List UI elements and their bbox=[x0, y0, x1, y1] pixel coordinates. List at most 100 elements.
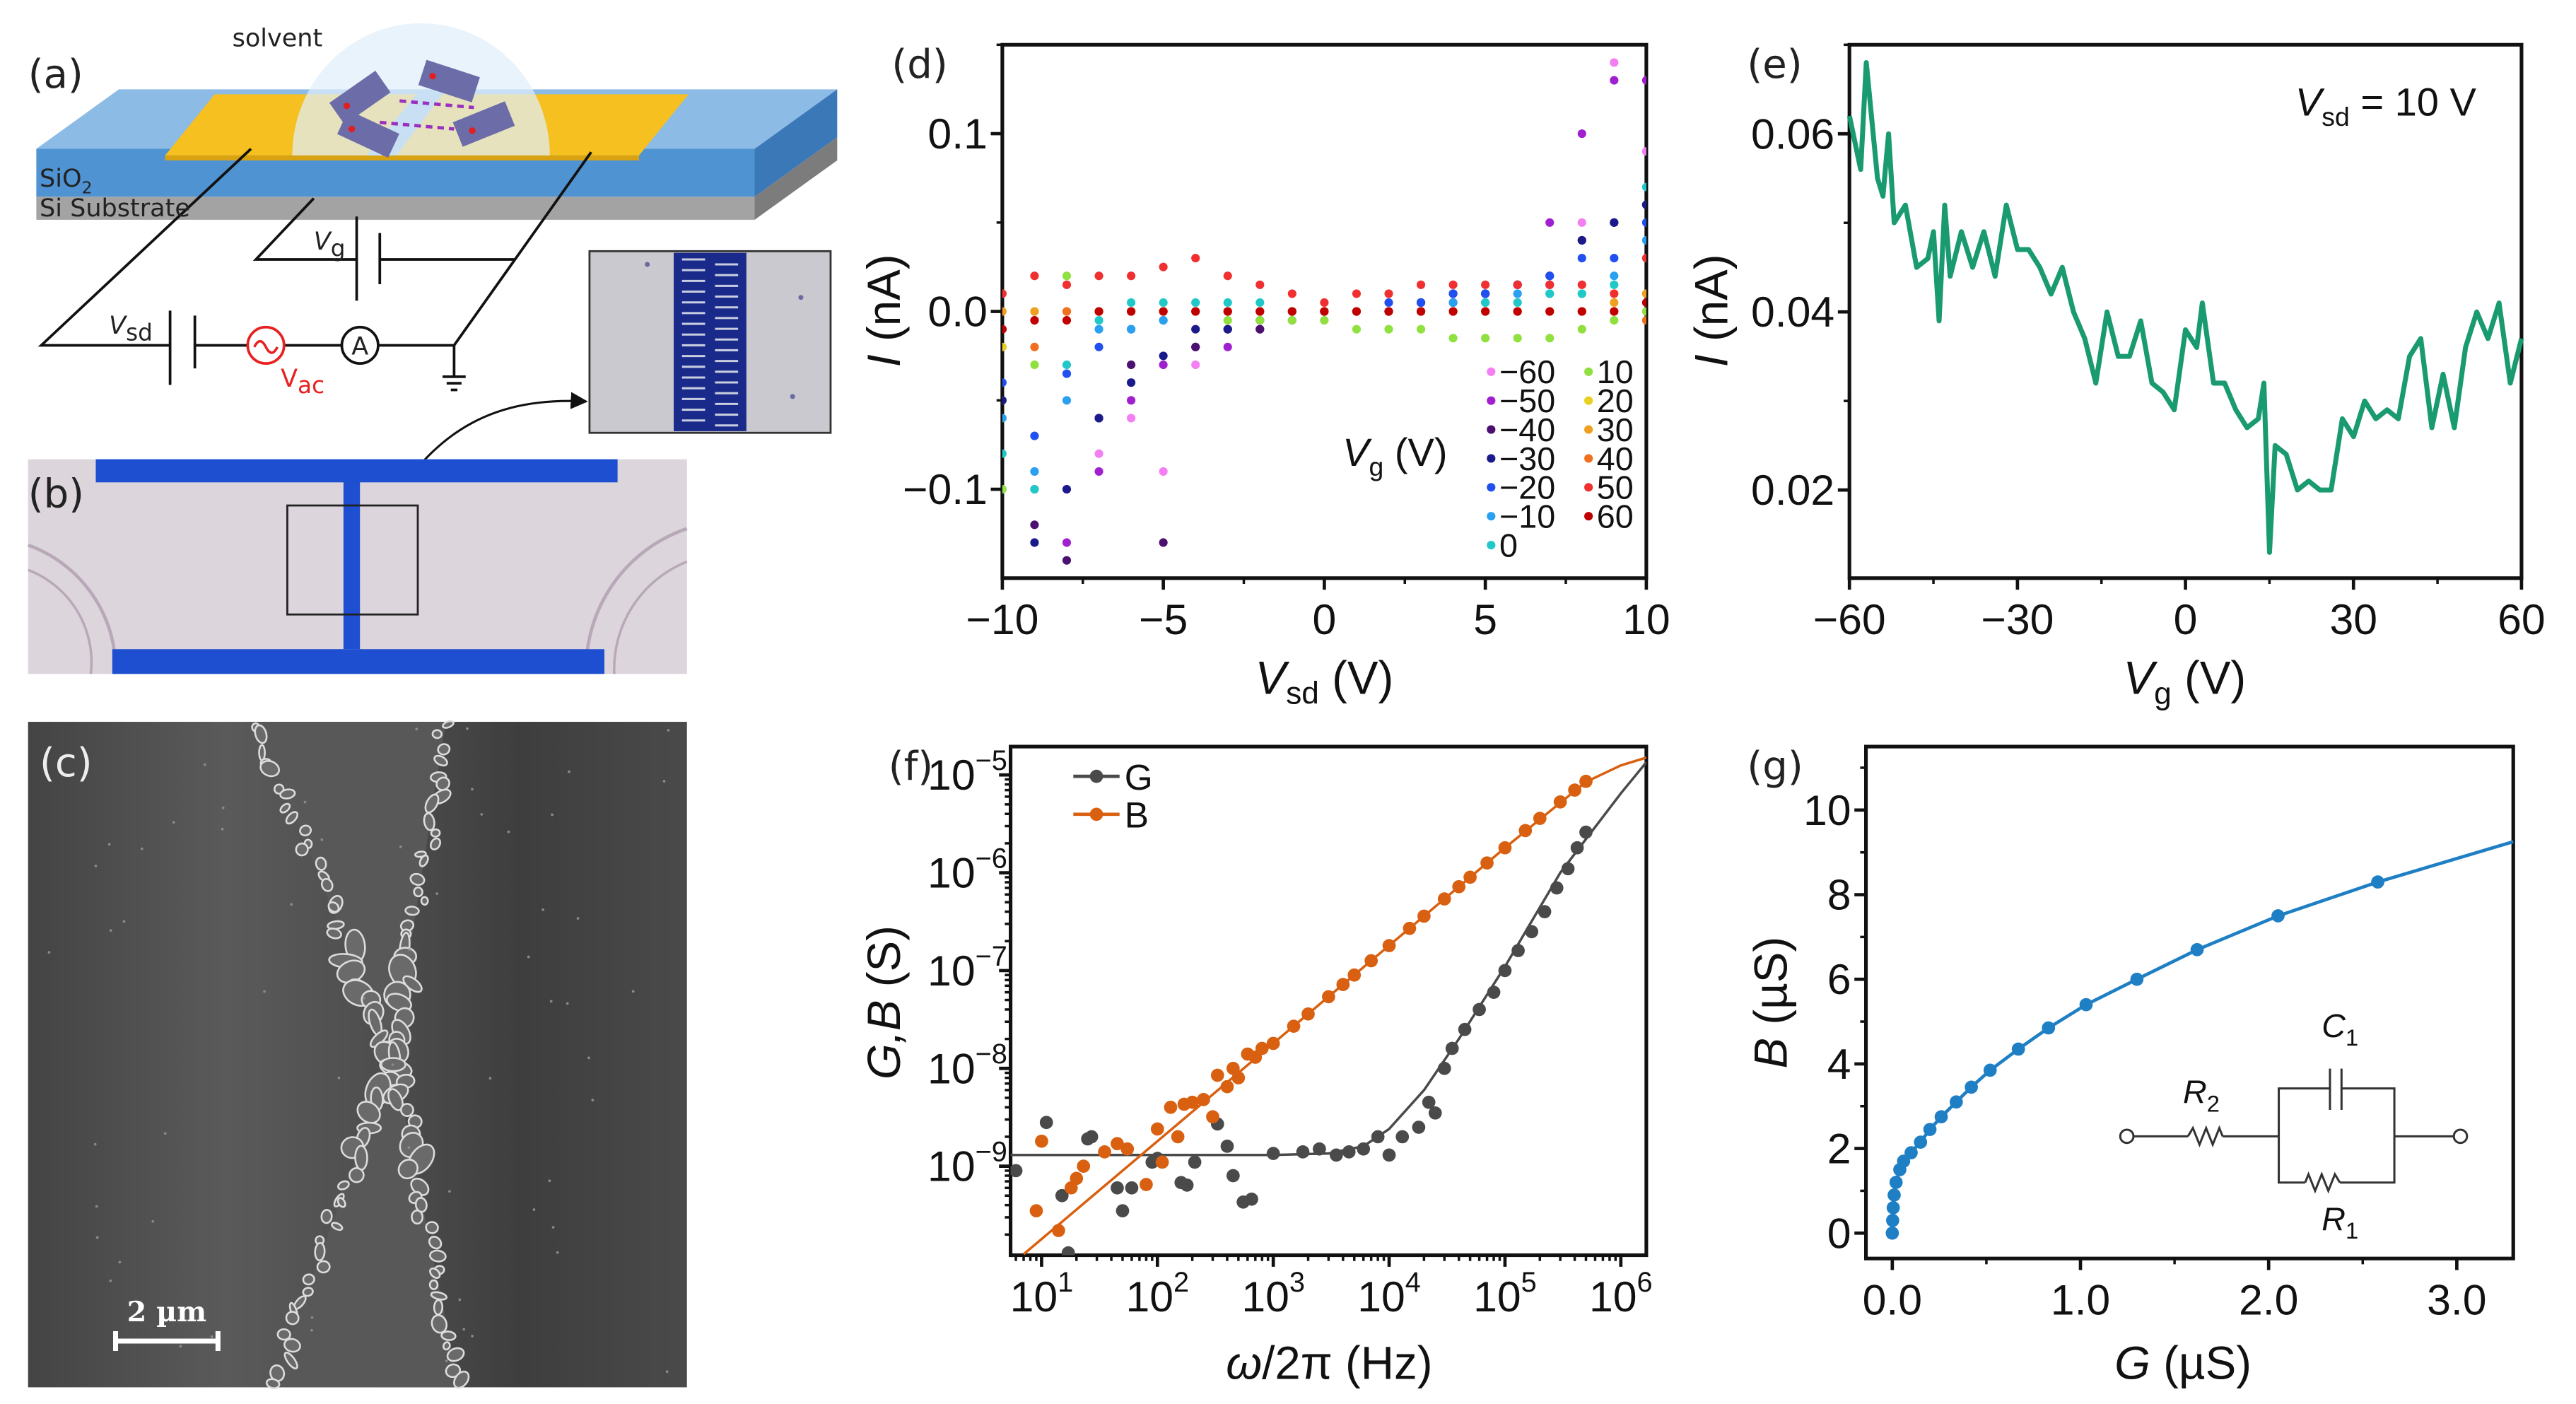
x-sub: sd bbox=[1286, 676, 1319, 710]
si-substrate-layer bbox=[36, 197, 755, 220]
data-point-G bbox=[1329, 1148, 1343, 1162]
sem-particle bbox=[420, 896, 429, 906]
sem-speck bbox=[488, 1077, 492, 1080]
sio2-label: SiO2 bbox=[40, 164, 92, 197]
particle bbox=[790, 394, 795, 399]
tick-exponent: 5 bbox=[1521, 1267, 1537, 1298]
legend-label: B bbox=[1125, 795, 1149, 836]
particle bbox=[798, 295, 804, 300]
x-var: V bbox=[1255, 652, 1289, 703]
data-point-G bbox=[1055, 1188, 1069, 1203]
data-point-G bbox=[1188, 1155, 1202, 1169]
vsd-label: Vsd bbox=[109, 311, 153, 346]
sem-speck bbox=[551, 813, 554, 817]
legend-marker bbox=[1487, 483, 1496, 492]
x-tick-label: 106 bbox=[1589, 1267, 1653, 1321]
data-point bbox=[1223, 271, 1232, 281]
data-point bbox=[1030, 431, 1039, 440]
data-point-B bbox=[1164, 1100, 1178, 1114]
data-point-B bbox=[1322, 990, 1335, 1004]
sem-speck bbox=[95, 1236, 99, 1239]
sem-particle bbox=[453, 1370, 470, 1389]
data-point bbox=[1002, 289, 1007, 298]
molecule bbox=[452, 101, 515, 147]
data-point-G bbox=[1116, 1204, 1130, 1218]
data-point bbox=[1384, 307, 1393, 316]
panel-label-f: (f) bbox=[889, 744, 933, 790]
sem-particle bbox=[265, 1378, 281, 1389]
y-axis-title: I (nA) bbox=[1685, 254, 1737, 367]
data-point bbox=[1002, 342, 1007, 351]
data-point bbox=[1223, 324, 1232, 334]
sem-particle bbox=[429, 1267, 441, 1279]
data-point-B bbox=[1155, 1155, 1169, 1169]
sem-speck bbox=[94, 865, 98, 867]
data-line bbox=[1846, 60, 2524, 555]
data-point bbox=[1255, 324, 1265, 334]
x-tick-label: −30 bbox=[1981, 595, 2054, 643]
data-point-G bbox=[1084, 1130, 1099, 1144]
legend-marker bbox=[1487, 425, 1496, 434]
data-point bbox=[1127, 307, 1136, 316]
tick-base: 10 bbox=[927, 849, 976, 897]
sem-speck bbox=[109, 1279, 112, 1282]
data-point bbox=[1094, 449, 1103, 458]
data-point-B bbox=[1498, 841, 1512, 855]
y-tick-label: 8 bbox=[1827, 871, 1851, 919]
sem-speck bbox=[556, 1251, 559, 1254]
data-point bbox=[1191, 360, 1200, 370]
substrate-ring bbox=[584, 527, 688, 674]
c1-sub: 1 bbox=[2346, 1024, 2358, 1051]
chart-iv-curves: (d) Vsd (V) I (nA) Vg (V) −10 −5 0 5 10−0.10… bbox=[858, 42, 1670, 710]
data-point bbox=[1191, 342, 1200, 351]
y-var: B bbox=[1745, 1038, 1796, 1069]
x-tick-label: 1.0 bbox=[2051, 1276, 2110, 1324]
data-point-B bbox=[1518, 824, 1533, 838]
sem-particle bbox=[442, 1341, 451, 1351]
data-point bbox=[1416, 280, 1426, 289]
data-point-G bbox=[1570, 841, 1584, 855]
tick-exponent: −5 bbox=[976, 745, 1007, 776]
data-point-B bbox=[1266, 1036, 1280, 1051]
data-point bbox=[1577, 129, 1586, 139]
y-tick-label: 0.06 bbox=[1751, 110, 1834, 158]
data-point bbox=[1923, 1123, 1937, 1137]
data-point bbox=[1159, 351, 1168, 361]
sem-speck bbox=[549, 1000, 553, 1003]
r2-label: R2 bbox=[2183, 1074, 2220, 1117]
legend-marker bbox=[1584, 367, 1593, 376]
data-point bbox=[1885, 1226, 1899, 1240]
sem-particle bbox=[279, 788, 296, 800]
series-vg-50 bbox=[1002, 254, 1646, 308]
data-point-B bbox=[1553, 795, 1567, 809]
interdigitated-electrode bbox=[674, 252, 747, 431]
y-tick-label: 4 bbox=[1827, 1040, 1851, 1088]
y-tick-label: 0 bbox=[1827, 1209, 1851, 1257]
data-point bbox=[1159, 298, 1168, 308]
sem-speck bbox=[591, 1099, 595, 1102]
ammeter-icon bbox=[340, 325, 380, 365]
x-tick-label: −60 bbox=[1813, 595, 1886, 643]
inset-micrograph bbox=[588, 250, 832, 434]
data-point bbox=[1062, 360, 1072, 370]
data-point bbox=[2042, 1021, 2056, 1035]
data-point bbox=[1641, 316, 1646, 325]
scale-bar-label: 2 µm bbox=[127, 1296, 207, 1328]
sem-speck bbox=[667, 728, 670, 732]
sem-particle bbox=[424, 793, 440, 814]
sem-speck bbox=[151, 1219, 155, 1223]
sem-speck bbox=[445, 1359, 448, 1362]
legend-title: Vg (V) bbox=[1342, 430, 1447, 481]
sem-particle bbox=[302, 1287, 314, 1297]
sem-particle bbox=[302, 1273, 315, 1286]
sem-speck bbox=[172, 821, 175, 824]
plot-area bbox=[1010, 756, 1646, 1256]
sem-particle bbox=[326, 928, 342, 940]
data-point-G bbox=[1437, 1061, 1451, 1075]
tick-base: 10 bbox=[927, 947, 976, 995]
tick-exponent: 6 bbox=[1637, 1267, 1653, 1298]
data-point-G bbox=[1296, 1145, 1310, 1159]
annotation-vsd: Vsd = 10 V bbox=[2295, 80, 2477, 131]
equivalent-circuit-inset bbox=[2119, 1068, 2469, 1194]
